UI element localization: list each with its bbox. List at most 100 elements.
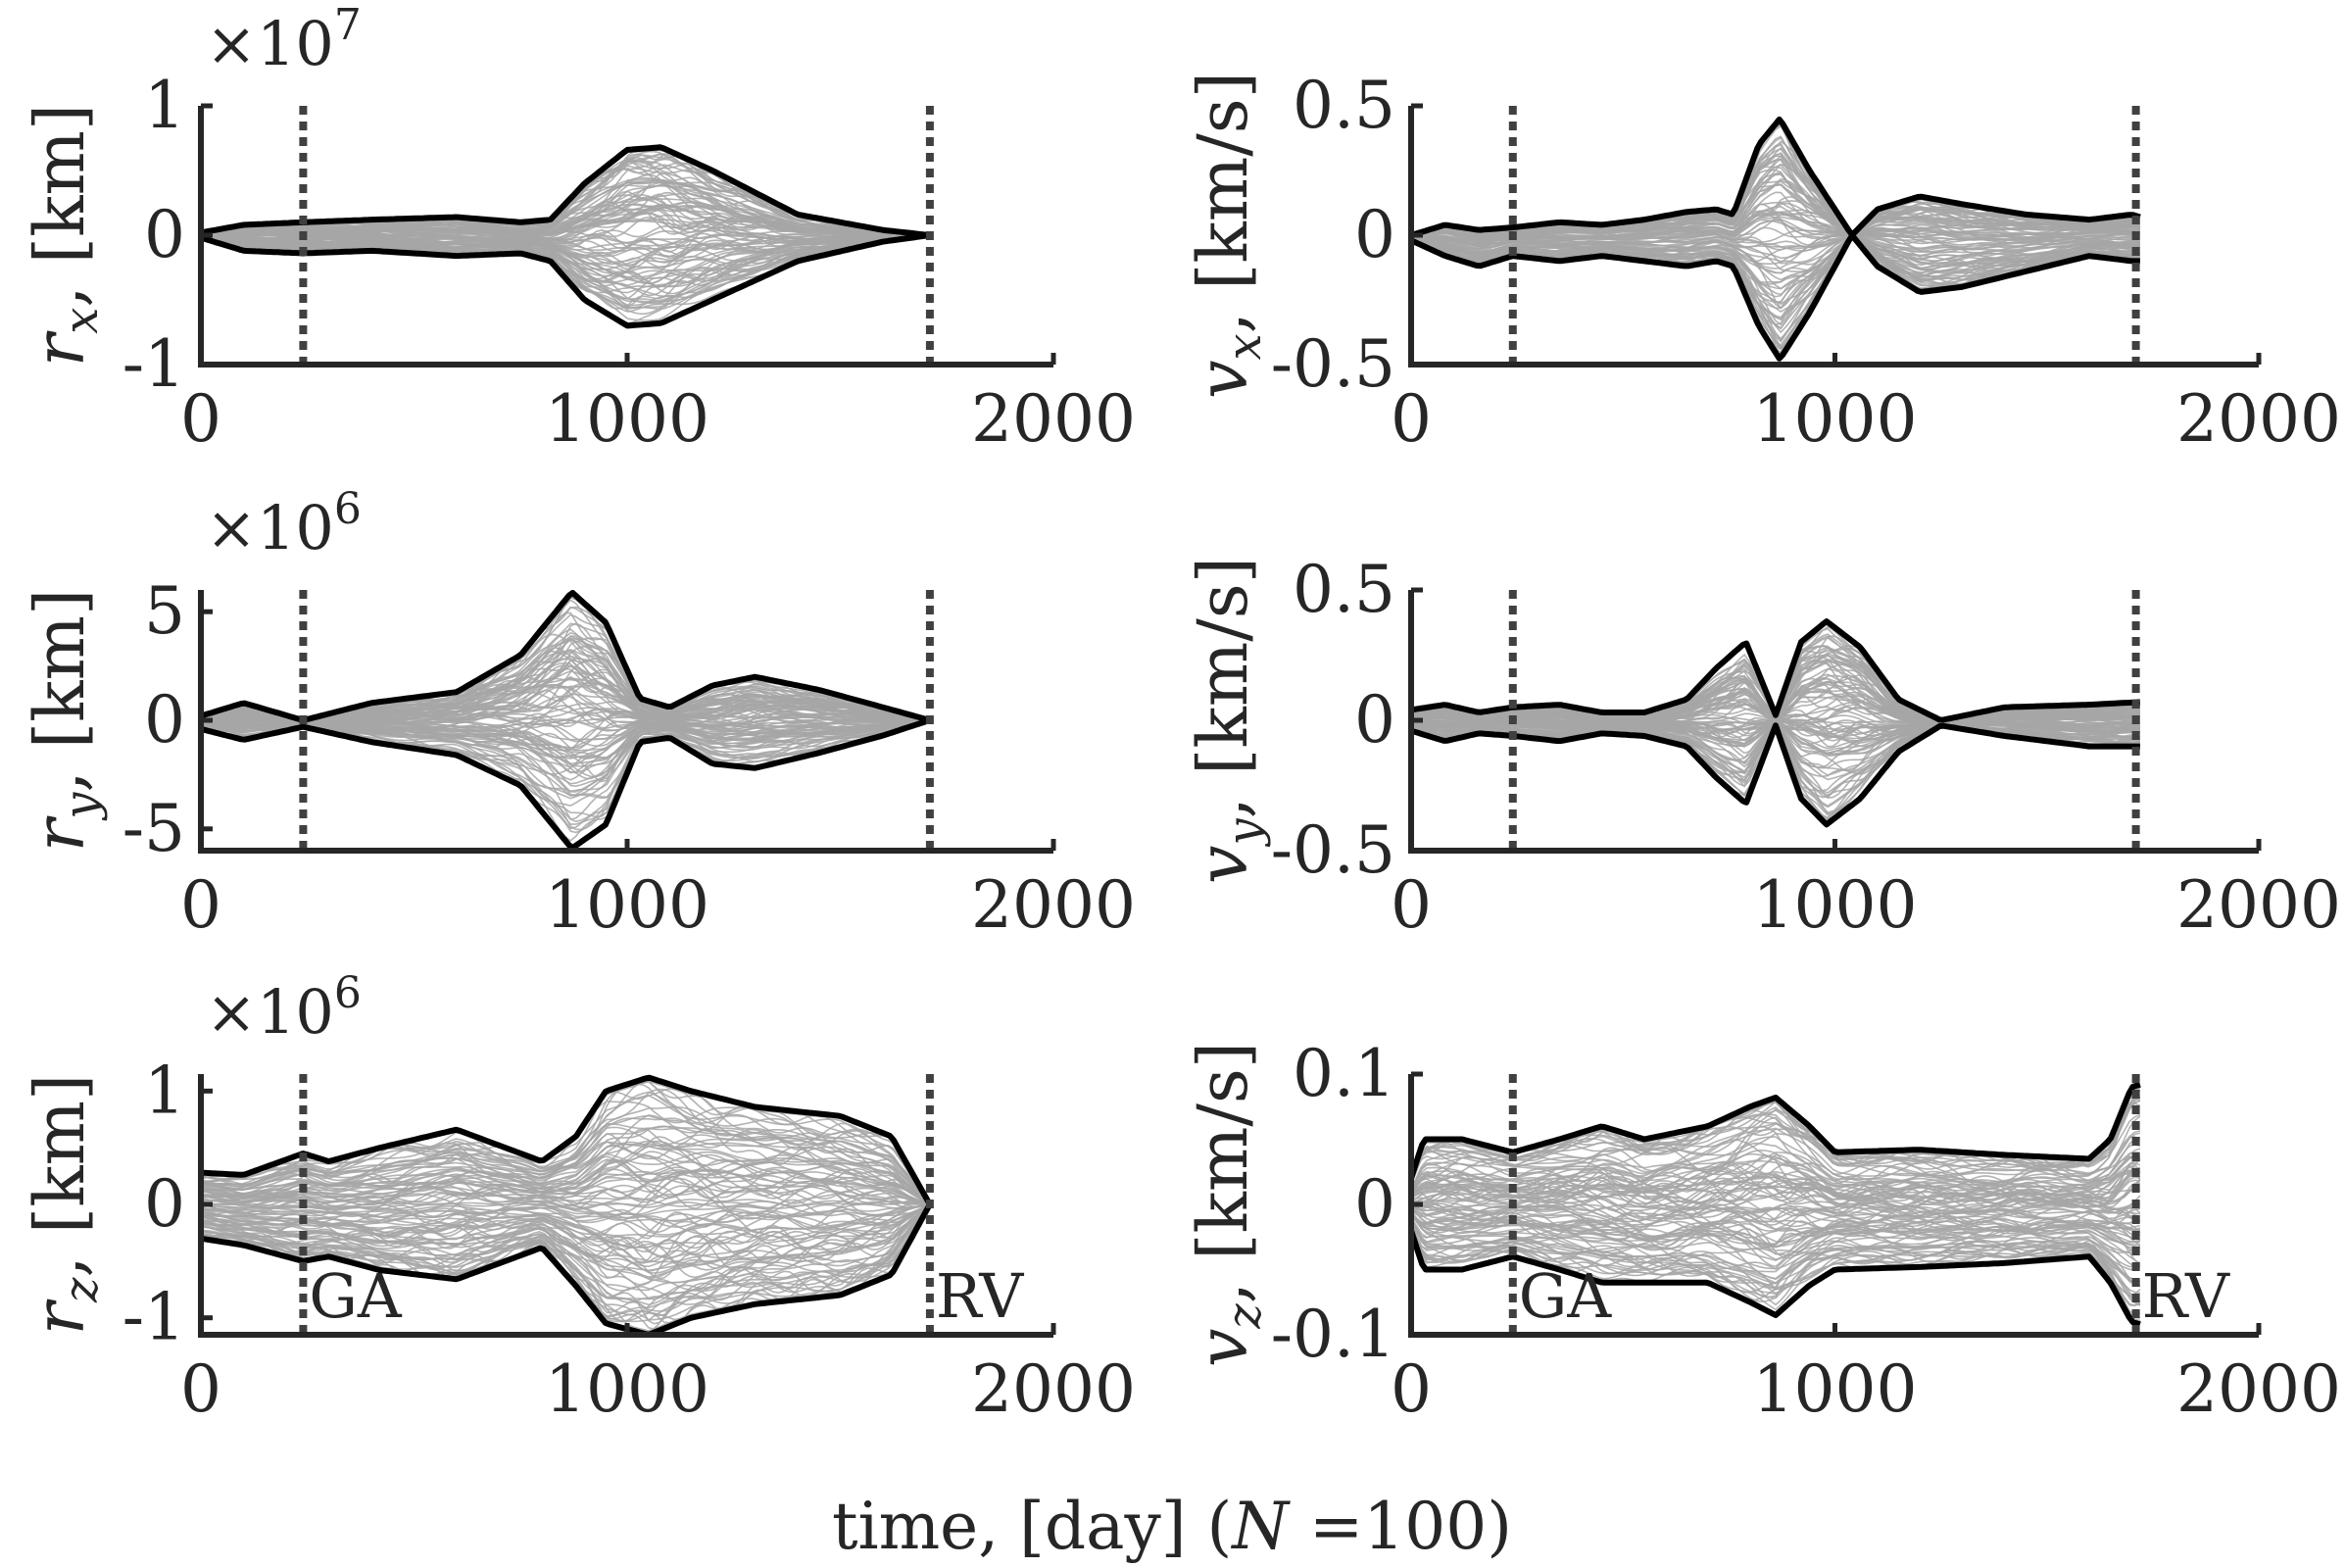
sample-line xyxy=(1411,1203,2141,1220)
x-tick-label: 2000 xyxy=(971,867,1136,943)
sample-line xyxy=(1411,1139,2141,1193)
sample-line xyxy=(1411,1223,2141,1287)
sample-line xyxy=(1411,1191,2140,1215)
y-tick-label: 0.1 xyxy=(1293,1036,1395,1111)
sample-trajectories-rx xyxy=(201,149,931,324)
sample-line xyxy=(1411,1213,2141,1247)
x-tick-label: 1000 xyxy=(545,1351,709,1427)
plot-area-ry xyxy=(201,590,931,851)
panel-vz: GA RV0 1000 2000-0.100.1vz, [km/s] xyxy=(1183,1036,2341,1427)
x-tick-label: 0 xyxy=(1391,381,1432,457)
sample-line xyxy=(201,1203,931,1280)
x-tick-label: 0 xyxy=(180,867,221,943)
sample-line xyxy=(1411,695,2140,723)
sample-line xyxy=(201,1203,931,1306)
x-tick-label: 0 xyxy=(180,381,221,457)
envelope-upper-vy xyxy=(1411,618,2141,723)
envelope-lower-ry xyxy=(201,717,931,851)
sample-line xyxy=(201,1203,931,1222)
event-label-ga: GA xyxy=(309,1260,403,1332)
sample-line xyxy=(201,1185,930,1207)
y-tick-label: 1 xyxy=(144,68,185,143)
sample-line xyxy=(201,1170,931,1220)
sample-line xyxy=(1411,191,2140,247)
y-tick-label: 5 xyxy=(144,573,185,649)
x-tick-label: 0 xyxy=(1391,1351,1432,1427)
envelope-upper-rx xyxy=(201,144,931,238)
envelope-lower-vy xyxy=(1411,722,2140,828)
sample-line xyxy=(201,1203,931,1285)
x-tick-label: 2000 xyxy=(2176,867,2341,943)
ylabel-ry: ry, [km] xyxy=(20,589,109,853)
sample-line xyxy=(201,1203,931,1251)
sample-line xyxy=(1411,235,2140,325)
envelope-upper-vz xyxy=(1411,1081,2141,1180)
sample-line xyxy=(1411,1176,2140,1209)
x-tick-label: 2000 xyxy=(971,1351,1136,1427)
plot-area-vy xyxy=(1411,618,2141,828)
plot-area-rz xyxy=(201,1074,933,1335)
envelope-upper-ry xyxy=(201,590,931,723)
sample-line xyxy=(1411,1205,2141,1243)
envelope-lower-rx xyxy=(201,232,931,329)
sample-line xyxy=(201,1169,931,1209)
sample-line xyxy=(1411,1216,2141,1268)
plot-area-rx xyxy=(201,144,931,329)
x-tick-label: 0 xyxy=(180,1351,221,1427)
y-tick-label: 0 xyxy=(144,682,185,758)
sample-line xyxy=(201,234,930,295)
sample-line xyxy=(1411,216,2141,242)
sample-line xyxy=(201,664,930,723)
y-tick-label: 0.5 xyxy=(1293,552,1395,627)
ylabel-rx: rx, [km] xyxy=(20,104,109,367)
sample-line xyxy=(201,1203,931,1219)
y-tick-label: -0.5 xyxy=(1271,812,1395,888)
axis-exponent-ry: ×106 xyxy=(206,484,362,564)
sample-line xyxy=(1411,718,2141,748)
sample-line xyxy=(201,1197,930,1211)
sample-line xyxy=(201,719,930,768)
x-tick-label: 1000 xyxy=(545,867,709,943)
sample-line xyxy=(1411,1227,2141,1306)
ylabel-vy: vy, [km/s] xyxy=(1183,557,1272,884)
sample-line xyxy=(201,233,930,276)
sample-line xyxy=(1411,234,2140,265)
x-tick-label: 2000 xyxy=(971,381,1136,457)
sample-line xyxy=(201,719,930,778)
panel-vy: 0 1000 2000-0.500.5vy, [km/s] xyxy=(1183,552,2341,943)
sample-line xyxy=(201,1095,931,1205)
y-tick-label: 1 xyxy=(144,1053,185,1128)
sample-line xyxy=(1411,1094,2141,1182)
figure-xlabel: time, [day] (N =100) xyxy=(832,1489,1512,1564)
plot-area-vz xyxy=(1411,1081,2141,1328)
sample-line xyxy=(1411,1213,2141,1280)
panel-vx: 0 1000 2000-0.500.5vx, [km/s] xyxy=(1183,68,2341,457)
envelope-upper-rz xyxy=(201,1074,933,1206)
sample-line xyxy=(1411,180,2141,238)
event-label-rv: RV xyxy=(2142,1260,2230,1332)
envelope-lower-vx xyxy=(1411,232,2140,362)
x-tick-label: 2000 xyxy=(2176,381,2341,457)
sample-line xyxy=(201,645,930,723)
sample-line xyxy=(201,1203,931,1249)
y-tick-label: -5 xyxy=(122,791,185,866)
sample-line xyxy=(201,1203,931,1236)
sample-line xyxy=(1411,720,2140,752)
x-tick-label: 0 xyxy=(1391,867,1432,943)
axis-exponent-rx: ×107 xyxy=(206,0,362,79)
event-label-ga: GA xyxy=(1519,1260,1613,1332)
sample-line xyxy=(1411,1207,2141,1249)
sample-line xyxy=(1411,1212,2141,1256)
y-tick-label: -0.1 xyxy=(1271,1297,1395,1372)
y-tick-label: -1 xyxy=(122,1280,185,1355)
x-tick-label: 2000 xyxy=(2176,1351,2341,1427)
sample-line xyxy=(201,1174,931,1206)
sample-line xyxy=(1411,135,2141,237)
y-tick-label: 0 xyxy=(1354,682,1395,758)
sample-line xyxy=(201,707,930,729)
y-tick-label: 0 xyxy=(1354,197,1395,272)
y-tick-label: 0 xyxy=(1354,1166,1395,1242)
sample-line xyxy=(201,234,930,310)
sample-line xyxy=(201,193,930,237)
